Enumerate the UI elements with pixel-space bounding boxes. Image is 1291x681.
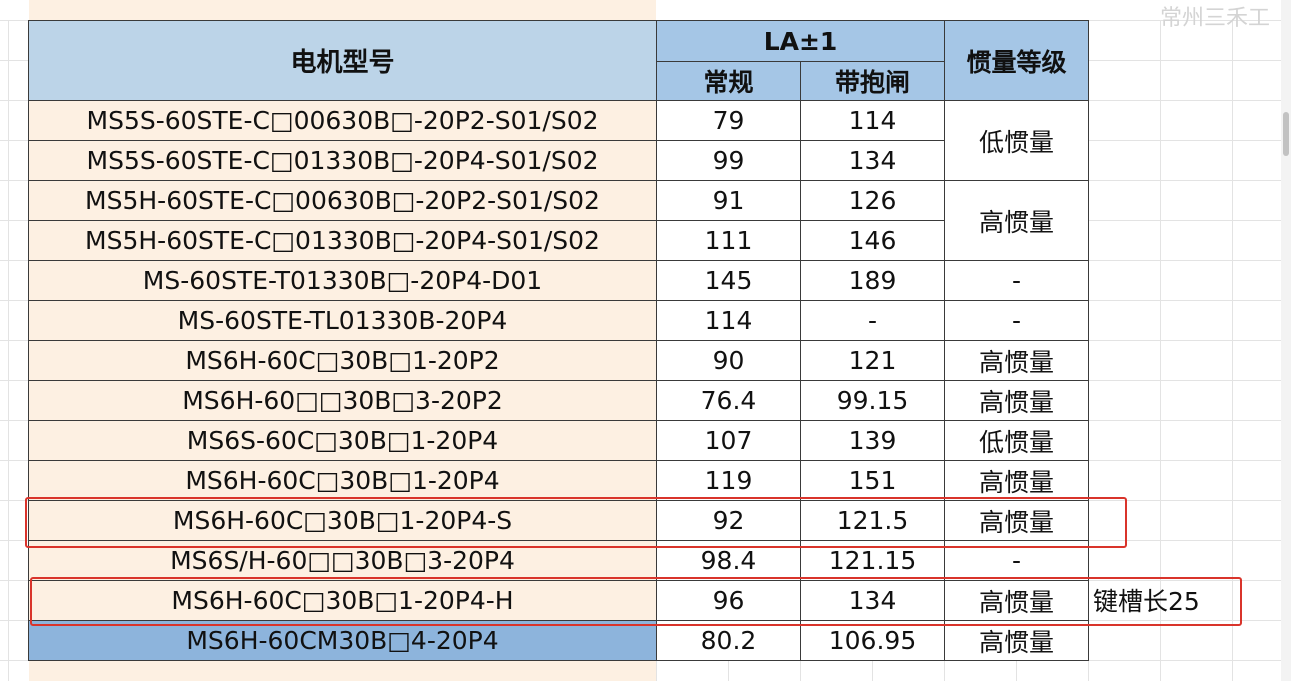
model-cell[interactable]: MS6S/H-60□□30B□3-20P4: [28, 540, 657, 581]
inertia-cell[interactable]: 高惯量: [944, 380, 1089, 421]
brake-cell[interactable]: 134: [800, 580, 945, 621]
table-row: MS6S-60C□30B□1-20P4 107 139 低惯量: [28, 420, 1089, 461]
brake-cell[interactable]: -: [800, 300, 945, 341]
normal-cell[interactable]: 76.4: [656, 380, 801, 421]
normal-cell[interactable]: 145: [656, 260, 801, 301]
header-normal[interactable]: 常规: [656, 61, 801, 101]
brake-cell[interactable]: 126: [800, 180, 945, 221]
table-row: MS5S-60STE-C□01330B□-20P4-S01/S02 99 134: [28, 140, 1089, 181]
model-cell[interactable]: MS6H-60□□30B□3-20P2: [28, 380, 657, 421]
brake-cell[interactable]: 121.15: [800, 540, 945, 581]
table-row: MS6H-60C□30B□1-20P4 119 151 高惯量: [28, 460, 1089, 501]
table-row: MS5S-60STE-C□00630B□-20P2-S01/S02 79 114…: [28, 100, 1089, 181]
table-row: MS-60STE-T01330B□-20P4-D01 145 189 -: [28, 260, 1089, 301]
model-cell[interactable]: MS-60STE-T01330B□-20P4-D01: [28, 260, 657, 301]
header-brake[interactable]: 带抱闸: [800, 61, 945, 101]
normal-cell[interactable]: 92: [656, 500, 801, 541]
inertia-cell[interactable]: -: [944, 300, 1089, 341]
inertia-cell[interactable]: 低惯量: [944, 420, 1089, 461]
brake-cell[interactable]: 151: [800, 460, 945, 501]
model-cell[interactable]: MS6H-60C□30B□1-20P2: [28, 340, 657, 381]
normal-cell[interactable]: 79: [656, 100, 801, 141]
brake-cell[interactable]: 114: [800, 100, 945, 141]
normal-cell[interactable]: 91: [656, 180, 801, 221]
table-row-highlighted: MS6H-60C□30B□1-20P4-H 96 134 高惯量: [28, 580, 1089, 621]
table-row: MS6H-60□□30B□3-20P2 76.4 99.15 高惯量: [28, 380, 1089, 421]
brake-cell[interactable]: 121: [800, 340, 945, 381]
scrollbar-thumb[interactable]: [1283, 112, 1289, 156]
inertia-cell[interactable]: 高惯量: [944, 620, 1089, 661]
inertia-cell[interactable]: -: [944, 260, 1089, 301]
model-cell[interactable]: MS5S-60STE-C□01330B□-20P4-S01/S02: [28, 140, 657, 181]
normal-cell[interactable]: 98.4: [656, 540, 801, 581]
brake-cell[interactable]: 189: [800, 260, 945, 301]
model-cell[interactable]: MS5H-60STE-C□00630B□-20P2-S01/S02: [28, 180, 657, 221]
model-cell[interactable]: MS6S-60C□30B□1-20P4: [28, 420, 657, 461]
table-row-highlighted: MS6H-60C□30B□1-20P4-S 92 121.5 高惯量: [28, 500, 1089, 541]
brake-cell[interactable]: 99.15: [800, 380, 945, 421]
header-la[interactable]: LA±1: [656, 20, 945, 62]
table-row: MS6H-60C□30B□1-20P2 90 121 高惯量: [28, 340, 1089, 381]
watermark: 常州三禾工: [1160, 6, 1271, 31]
inertia-cell[interactable]: 高惯量: [944, 460, 1089, 501]
brake-cell[interactable]: 146: [800, 220, 945, 261]
header-model[interactable]: 电机型号: [28, 20, 657, 101]
inertia-cell[interactable]: -: [944, 540, 1089, 581]
normal-cell[interactable]: 114: [656, 300, 801, 341]
brake-cell[interactable]: 106.95: [800, 620, 945, 661]
normal-cell[interactable]: 96: [656, 580, 801, 621]
model-cell[interactable]: MS5S-60STE-C□00630B□-20P2-S01/S02: [28, 100, 657, 141]
brake-cell[interactable]: 139: [800, 420, 945, 461]
table-row: MS5H-60STE-C□00630B□-20P2-S01/S02 91 126…: [28, 180, 1089, 261]
normal-cell[interactable]: 119: [656, 460, 801, 501]
table-row: MS6H-60CM30B□4-20P4 80.2 106.95 高惯量: [28, 620, 1089, 661]
inertia-cell[interactable]: 低惯量: [944, 100, 1089, 181]
model-cell[interactable]: MS5H-60STE-C□01330B□-20P4-S01/S02: [28, 220, 657, 261]
table-row: MS6S/H-60□□30B□3-20P4 98.4 121.15 -: [28, 540, 1089, 581]
normal-cell[interactable]: 90: [656, 340, 801, 381]
normal-cell[interactable]: 107: [656, 420, 801, 461]
model-cell[interactable]: MS6H-60C□30B□1-20P4: [28, 460, 657, 501]
brake-cell[interactable]: 121.5: [800, 500, 945, 541]
inertia-cell[interactable]: 高惯量: [944, 500, 1089, 541]
brake-cell[interactable]: 134: [800, 140, 945, 181]
inertia-cell[interactable]: 高惯量: [944, 340, 1089, 381]
normal-cell[interactable]: 80.2: [656, 620, 801, 661]
model-cell[interactable]: MS6H-60CM30B□4-20P4: [28, 620, 657, 661]
normal-cell[interactable]: 99: [656, 140, 801, 181]
model-cell[interactable]: MS6H-60C□30B□1-20P4-H: [28, 580, 657, 621]
inertia-cell[interactable]: 高惯量: [944, 180, 1089, 261]
model-cell[interactable]: MS6H-60C□30B□1-20P4-S: [28, 500, 657, 541]
table-row: MS-60STE-TL01330B-20P4 114 - -: [28, 300, 1089, 341]
inertia-cell[interactable]: 高惯量: [944, 580, 1089, 621]
header-inertia[interactable]: 惯量等级: [944, 20, 1089, 101]
vertical-scrollbar[interactable]: [1281, 0, 1291, 681]
keyslot-note-cell[interactable]: 键槽长25: [1093, 587, 1200, 616]
motor-spec-table: 电机型号 LA±1 惯量等级 常规 带抱闸 MS5S-60STE-C□00630…: [28, 20, 1089, 661]
normal-cell[interactable]: 111: [656, 220, 801, 261]
model-cell[interactable]: MS-60STE-TL01330B-20P4: [28, 300, 657, 341]
table-row: MS5H-60STE-C□01330B□-20P4-S01/S02 111 14…: [28, 220, 1089, 261]
top-cell-row: [0, 0, 1291, 21]
